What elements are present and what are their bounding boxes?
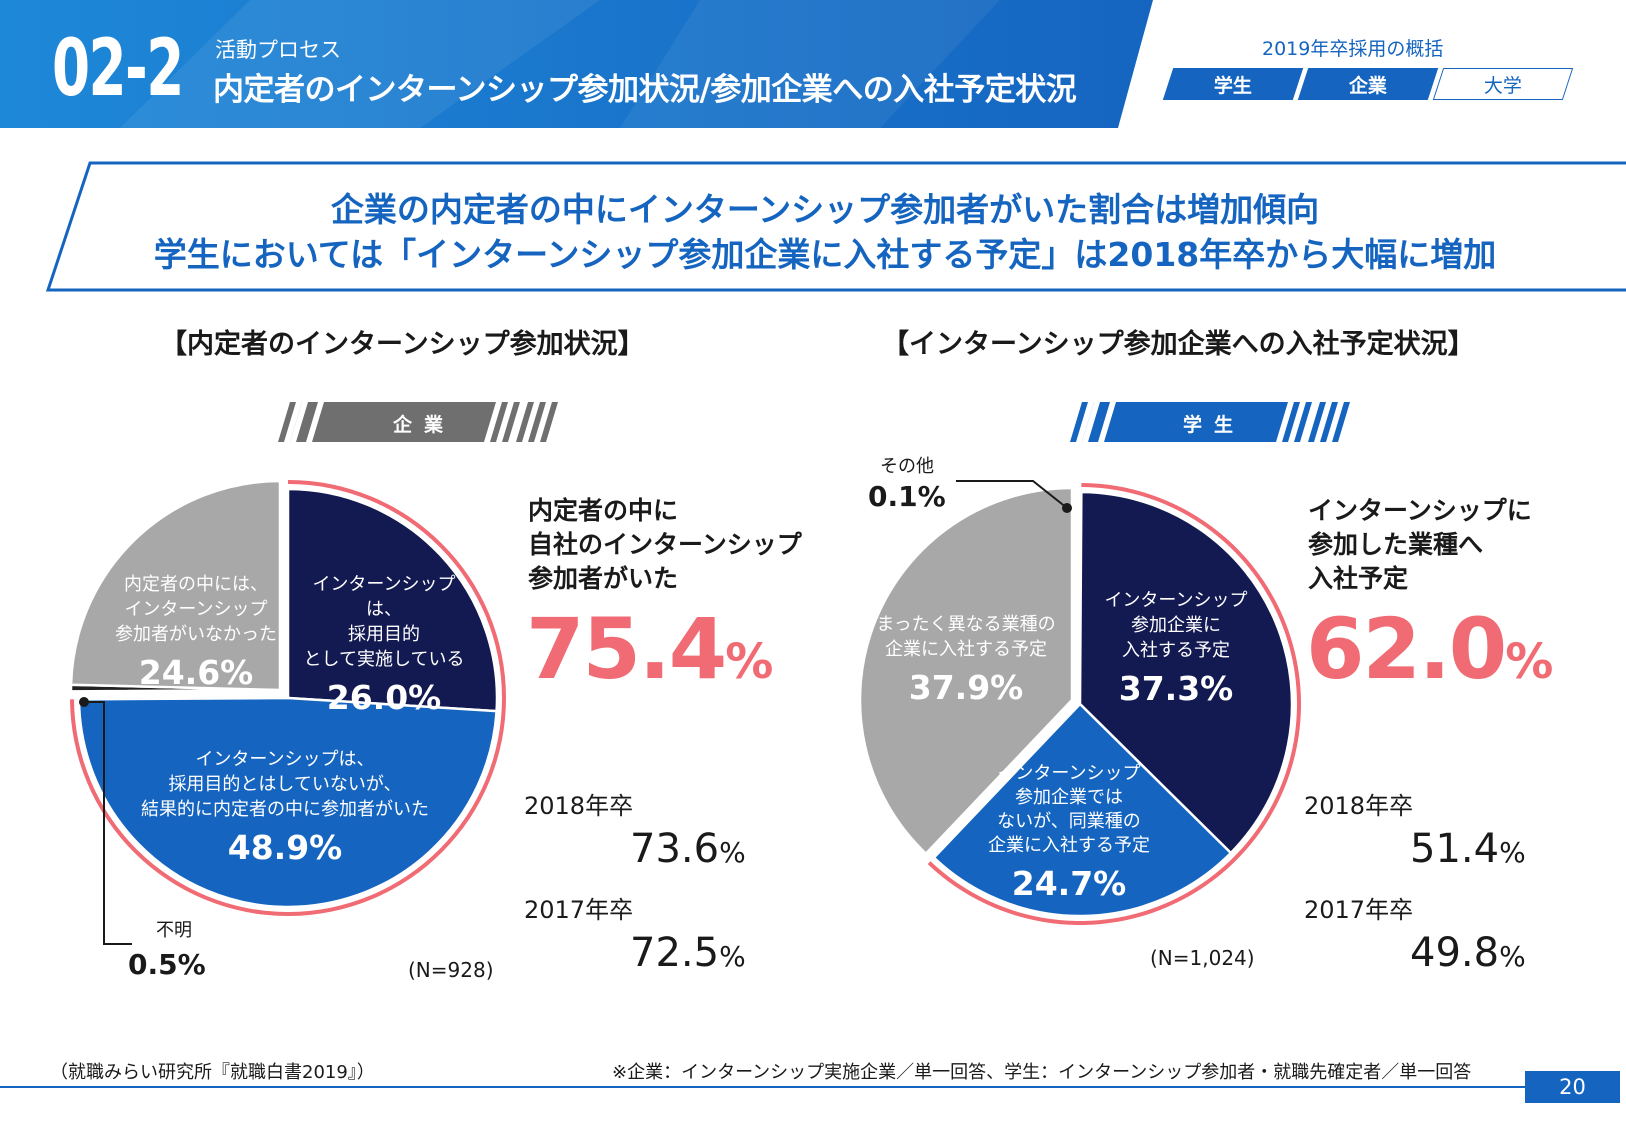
- summary-unit: %: [725, 634, 773, 690]
- callout-line-unknown: [84, 701, 132, 945]
- page-title: 内定者のインターンシップ参加状況/参加企業への入社予定状況: [213, 72, 1077, 108]
- banners: [278, 402, 1350, 442]
- slice-text-line: 入社する予定: [1122, 640, 1230, 661]
- summary-heading-left: 内定者の中に 自社のインターンシップ 参加者がいた: [528, 494, 802, 596]
- chart-title-right: 【インターンシップ参加企業への入社予定状況】: [882, 329, 1475, 360]
- pie-slice: [1078, 490, 1294, 855]
- summary-heading-line: インターンシップに: [1308, 496, 1532, 525]
- callout-pct-other: 0.1%: [868, 480, 946, 513]
- slice-pct-same-company: 37.3%: [1118, 669, 1234, 708]
- slice-label-different-industry: まったく異なる業種の 企業に入社する予定 37.9%: [866, 612, 1066, 710]
- year-label-2018-left: 2018年卒: [524, 792, 634, 820]
- summary-heading-line: 参加者がいた: [528, 564, 679, 593]
- slice-text-line: 内定者の中には、: [124, 574, 268, 595]
- summary-heading-line: 入社予定: [1308, 564, 1409, 593]
- headline-frame: [45, 161, 1626, 292]
- year-label-2017-right: 2017年卒: [1304, 896, 1414, 924]
- year-value-2018-left: 73.6%: [630, 826, 746, 872]
- slice-pct-non-recruit: 48.9%: [227, 828, 343, 867]
- year-unit: %: [719, 940, 746, 973]
- footer-divider: [0, 1086, 1530, 1088]
- slice-text-line: インターンシップは、: [312, 574, 456, 620]
- callout-label-unknown: 不明: [156, 920, 192, 941]
- pie-chart-student: [858, 483, 1301, 925]
- header-background: [0, 0, 1153, 128]
- slice-label-no-participants: 内定者の中には、 インターンシップ 参加者がいなかった 24.6%: [108, 572, 284, 695]
- summary-unit: %: [1505, 634, 1553, 690]
- pie-slice: [69, 479, 282, 692]
- headline-line-1: 企業の内定者の中にインターンシップ参加者がいた割合は増加傾向: [330, 190, 1320, 229]
- year-unit: %: [1499, 836, 1526, 869]
- pie-slice: [286, 487, 499, 713]
- slice-pct-no-participants: 24.6%: [138, 653, 254, 692]
- pie-slice: [932, 702, 1233, 918]
- slice-text-line: 企業に入社する予定: [988, 835, 1150, 856]
- slice-text-line: 参加者がいなかった: [115, 624, 277, 645]
- sample-size-right: (N=1,024): [1150, 946, 1255, 970]
- slice-label-same-industry: インターンシップ 参加企業では ないが、同業種の 企業に入社する予定 24.7%: [966, 762, 1172, 906]
- chart-title-left: 【内定者のインターンシップ参加状況】: [160, 329, 645, 360]
- slice-pct-different-industry: 37.9%: [908, 668, 1024, 707]
- summary-value-left: 75.4%: [526, 600, 773, 698]
- banner-left: [278, 402, 558, 442]
- slice-text-line: インターンシップ: [997, 763, 1141, 784]
- slice-text-line: まったく異なる業種の: [876, 614, 1056, 635]
- section-number: 02-2: [52, 24, 184, 114]
- callout-pct-unknown: 0.5%: [128, 948, 206, 981]
- slice-label-recruit-purpose: インターンシップは、 採用目的 として実施している 26.0%: [296, 572, 472, 720]
- summary-number: 75.4: [526, 600, 727, 698]
- source-note: （就職みらい研究所『就職白書2019』）: [50, 1062, 375, 1083]
- year-label-2018-right: 2018年卒: [1304, 792, 1414, 820]
- slice-text-line: 参加企業に: [1131, 615, 1221, 636]
- slice-text-line: インターンシップは、: [195, 749, 375, 770]
- banner-right-label: 学生: [1183, 414, 1246, 436]
- slice-label-non-recruit: インターンシップは、 採用目的とはしていないが、 結果的に内定者の中に参加者がい…: [120, 747, 450, 870]
- year-unit: %: [1499, 940, 1526, 973]
- slice-text-line: 結果的に内定者の中に参加者がいた: [141, 799, 429, 820]
- year-label-2017-left: 2017年卒: [524, 896, 634, 924]
- slice-pct-same-industry: 24.7%: [1011, 864, 1127, 903]
- page-number: 20: [1525, 1071, 1620, 1103]
- banner-left-label: 企業: [393, 414, 456, 436]
- slice-text-line: 参加企業では: [1015, 787, 1123, 808]
- callout-dot-other: [1062, 503, 1072, 513]
- summary-heading-line: 内定者の中に: [528, 496, 679, 525]
- slice-text-line: 企業に入社する予定: [885, 639, 1047, 660]
- summary-value-right: 62.0%: [1306, 600, 1553, 698]
- pie-slice: [77, 696, 498, 909]
- slice-label-same-company: インターンシップ 参加企業に 入社する予定 37.3%: [1096, 588, 1256, 711]
- footnote: ※企業：インターンシップ実施企業／単一回答、学生：インターンシップ参加者・就職先…: [612, 1062, 1472, 1083]
- summary-number: 62.0: [1306, 600, 1507, 698]
- callout-label-other: その他: [880, 456, 934, 477]
- slice-text-line: 採用目的とはしていないが、: [168, 774, 402, 795]
- year-number: 73.6: [630, 826, 720, 872]
- banner-right: [1070, 402, 1350, 442]
- pie-slice: [858, 486, 1074, 856]
- year-value-2017-left: 72.5%: [630, 930, 746, 976]
- summary-heading-right: インターンシップに 参加した業種へ 入社予定: [1308, 494, 1532, 596]
- header-band: [0, 0, 1626, 130]
- year-number: 51.4: [1410, 826, 1500, 872]
- sample-size-left: (N=928): [408, 958, 494, 982]
- pie-chart-company: [69, 479, 506, 916]
- year-value-2017-right: 49.8%: [1410, 930, 1526, 976]
- year-number: 49.8: [1410, 930, 1500, 976]
- year-number: 72.5: [630, 930, 720, 976]
- summary-heading-line: 参加した業種へ: [1308, 530, 1484, 559]
- year-unit: %: [719, 836, 746, 869]
- headline-line-2: 学生においては「インターンシップ参加企業に入社する予定」は2018年卒から大幅に…: [153, 235, 1497, 274]
- year-value-2018-right: 51.4%: [1410, 826, 1526, 872]
- slice-text-line: ないが、同業種の: [997, 811, 1141, 832]
- callout-line-other: [956, 480, 1068, 509]
- summary-heading-line: 自社のインターンシップ: [528, 530, 802, 559]
- slice-text-line: インターンシップ: [1104, 590, 1248, 611]
- slice-text-line: として実施している: [303, 649, 465, 670]
- section-subtitle: 活動プロセス: [215, 38, 341, 62]
- callout-dot-unknown: [79, 697, 89, 707]
- overview-label: 2019年卒採用の概括: [1262, 38, 1444, 60]
- slice-pct-recruit-purpose: 26.0%: [326, 678, 442, 717]
- slice-text-line: インターンシップ: [124, 599, 268, 620]
- slice-text-line: 採用目的: [348, 624, 420, 645]
